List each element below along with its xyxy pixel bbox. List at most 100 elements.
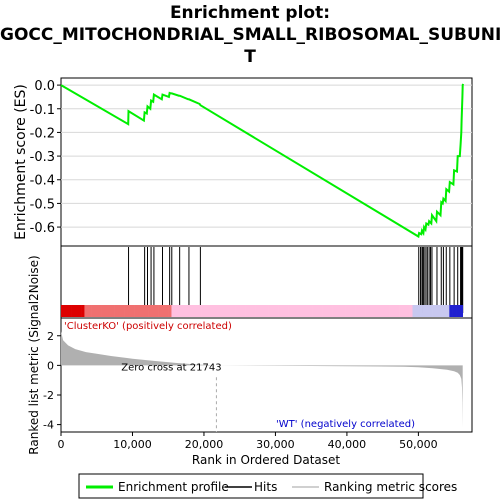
rank-color-segment [389,305,393,317]
legend-enrichment-label: Enrichment profile [118,480,229,494]
rank-color-segment [158,305,162,317]
title-line-3: T [244,47,256,67]
es-y-tick-label: 0.0 [34,79,55,94]
rank-color-segment [268,305,273,317]
rank-color-segment [412,305,417,317]
rank-color-segment [302,305,306,317]
rank-color-segment [402,305,407,317]
metric-y-tick-label: 0 [47,359,54,372]
rank-color-segment [181,305,186,317]
rank-color-segment [409,305,413,317]
rank-color-segment [168,305,172,317]
rank-color-segment [452,305,457,317]
title-line-2: GOCC_MITOCHONDRIAL_SMALL_RIBOSOMAL_SUBUN… [0,25,500,45]
rank-color-segment [117,305,122,317]
rank-color-segment [251,305,256,317]
negative-correlation-label: 'WT' (negatively correlated) [276,419,415,430]
rank-color-segment [362,305,366,317]
rank-color-segment [84,305,89,317]
rank-color-segment [184,305,189,317]
plot-title: Enrichment plot: GOCC_MITOCHONDRIAL_SMAL… [0,2,500,68]
rank-color-segment [295,305,299,317]
rank-color-segment [241,305,246,317]
rank-color-segment [435,305,440,317]
rank-color-segment [348,305,353,317]
metric-panel: Zero cross at 21743 'ClusterKO' (positiv… [27,255,473,467]
metric-x-tick-label: 40,000 [328,438,367,451]
rank-color-segment [379,305,383,317]
rank-color-segment [392,305,397,317]
rank-color-segment [305,305,310,317]
es-y-tick-label: -0.5 [30,197,55,212]
hit-lines [128,247,464,313]
rank-color-segment [164,305,169,317]
rank-color-segment [191,305,196,317]
rank-color-segment [211,305,216,317]
rank-color-segment [456,305,460,317]
hits-panel-frame [60,245,473,331]
rank-color-segment [127,305,132,317]
metric-y-tick-label: 2 [47,330,54,343]
rank-color-segment [425,305,430,317]
rank-color-segment [345,305,350,317]
metric-y-axis-label: Ranked list metric (Signal2Noise) [27,255,41,454]
legend: Enrichment profile Hits Ranking metric s… [78,473,457,499]
rank-color-segment [61,305,65,317]
es-y-axis-label: Enrichment score (ES) [13,84,29,240]
rank-color-segment [312,305,316,317]
enrichment-profile-line [60,83,465,239]
rank-color-segment [104,305,109,317]
es-y-tick-label: -0.4 [30,174,55,189]
rank-color-segment [188,305,192,317]
rank-color-segment [432,305,437,317]
rank-color-segment [328,305,333,317]
rank-color-segment [245,305,249,317]
rank-color-segment [151,305,156,317]
rank-color-segment [208,305,212,317]
rank-color-segment [399,305,403,317]
metric-x-axis-label: Rank in Ordered Dataset [192,453,340,467]
rank-color-segment [201,305,206,317]
rank-color-segment [114,305,119,317]
title-line-1: Enrichment plot: [169,3,331,23]
rank-color-segment [335,305,340,317]
rank-color-segment [275,305,279,317]
legend-frame [78,473,424,499]
rank-color-segment [94,305,99,317]
metric-y-axis: 2 0 -2 -4 [43,330,61,432]
rank-color-segment [372,305,376,317]
rank-color-segment [255,305,259,317]
es-panel: 0.0 -0.1 -0.2 -0.3 -0.4 -0.5 -0.6 Enrichment s… [13,77,473,247]
metric-x-axis: 0 10,000 20,000 30,000 40,000 50,000 [58,432,438,451]
rank-color-band [61,305,464,317]
metric-panel-frame [60,317,473,433]
rank-color-segment [261,305,266,317]
rank-color-segment [278,305,283,317]
rank-color-segment [137,305,142,317]
metric-x-tick-label: 50,000 [399,438,438,451]
rank-color-segment [375,305,380,317]
metric-x-tick-label: 10,000 [113,438,152,451]
rank-color-segment [422,305,427,317]
rank-color-segment [81,305,85,317]
rank-color-segment [322,305,326,317]
es-grid [61,84,472,228]
rank-color-segment [405,305,410,317]
rank-color-segment [101,305,105,317]
metric-y-tick-label: -4 [43,419,54,432]
rank-color-segment [419,305,423,317]
rank-color-segment [385,305,390,317]
rank-color-segment [171,305,176,317]
rank-color-segment [352,305,356,317]
rank-color-segment [77,305,82,317]
metric-y-tick-label: -2 [43,389,54,402]
rank-color-segment [342,305,346,317]
rank-color-segment [178,305,182,317]
rank-color-segment [285,305,289,317]
metric-x-tick-label: 20,000 [185,438,224,451]
es-panel-frame [60,77,473,247]
es-y-tick-label: -0.3 [30,150,55,165]
rank-color-segment [442,305,447,317]
rank-color-segment [338,305,343,317]
rank-color-segment [218,305,222,317]
